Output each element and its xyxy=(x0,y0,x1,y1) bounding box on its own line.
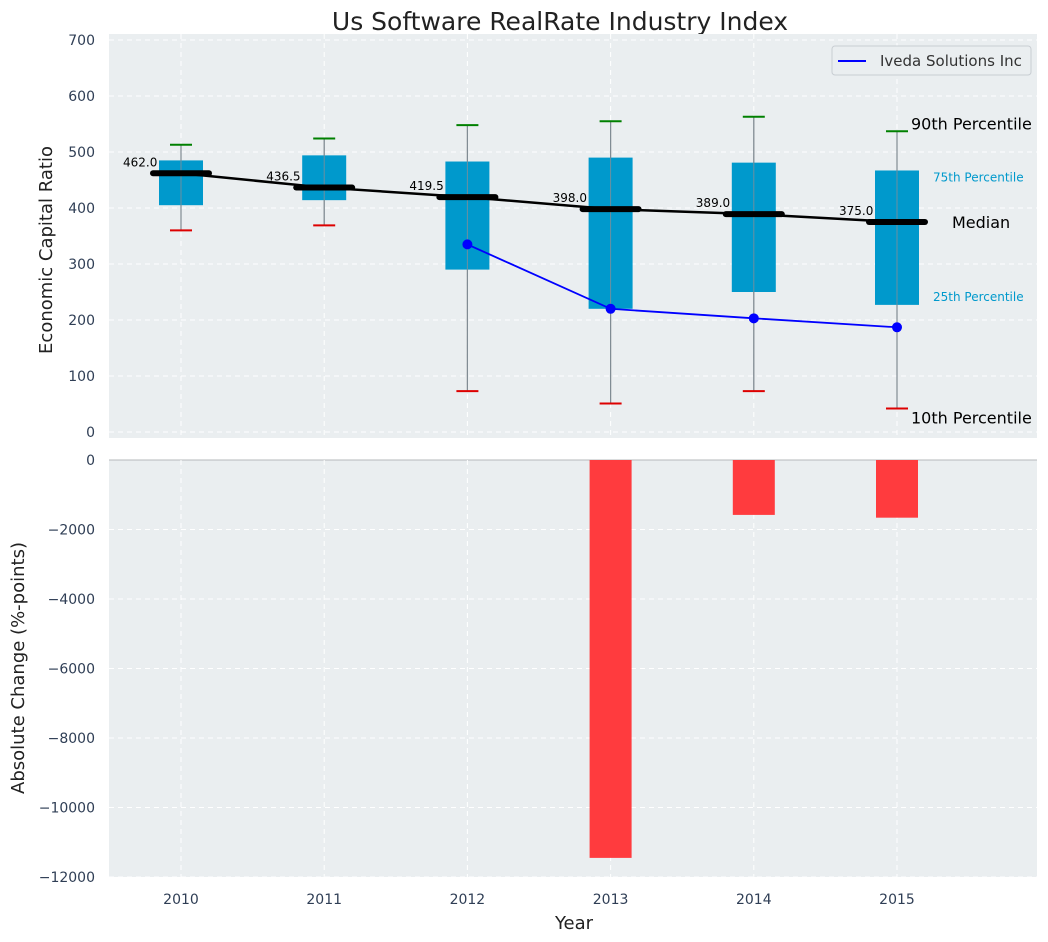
top-y-tick-label: 500 xyxy=(68,145,95,161)
legend-frame xyxy=(831,45,1032,76)
top-y-tick-label: 200 xyxy=(68,313,95,329)
percentile-annotations: 90th Percentile 75th Percentile Median 25th… xyxy=(911,114,1032,427)
x-axis: 2010 2011 2012 2013 2014 2015 xyxy=(163,892,915,908)
x-axis-label: Year xyxy=(554,913,594,934)
median-annotation: Median xyxy=(952,213,1010,232)
p75-annotation: 75th Percentile xyxy=(933,170,1024,184)
median-value-label: 436.5 xyxy=(266,170,300,184)
median-value-label: 389.0 xyxy=(696,196,730,210)
bottom-y-tick-label: 0 xyxy=(86,453,95,469)
change-bar xyxy=(589,460,632,858)
bottom-y-tick-label: −8000 xyxy=(48,731,95,747)
series-layer xyxy=(462,239,902,333)
x-tick-label: 2011 xyxy=(306,892,342,908)
series-point xyxy=(462,239,473,250)
top-y-tick-label: 0 xyxy=(86,425,95,441)
median-value-label: 419.5 xyxy=(409,179,443,193)
median-value-label: 462.0 xyxy=(123,155,157,169)
bottom-y-axis-label: Absolute Change (%-points) xyxy=(8,542,29,794)
x-tick-label: 2010 xyxy=(163,892,199,908)
median-line-layer xyxy=(180,172,898,224)
x-tick-label: 2013 xyxy=(593,892,629,908)
bottom-y-tick-label: −4000 xyxy=(48,592,95,608)
bottom-y-tick-label: −10000 xyxy=(39,801,95,817)
bottom-y-axis: 0 −2000 −4000 −6000 −8000 −10000 −12000 xyxy=(39,453,95,886)
p10-annotation: 10th Percentile xyxy=(911,408,1032,427)
bars-layer xyxy=(589,460,918,858)
legend: Iveda Solutions Inc xyxy=(831,45,1032,76)
x-tick-label: 2012 xyxy=(450,892,486,908)
median-value-label: 398.0 xyxy=(553,191,587,205)
chart-title: Us Software RealRate Industry Index xyxy=(332,7,788,36)
legend-label: Iveda Solutions Inc xyxy=(880,52,1022,70)
median-trend-line xyxy=(180,172,898,224)
top-y-tick-label: 600 xyxy=(68,89,95,105)
p90-annotation: 90th Percentile xyxy=(911,114,1032,133)
bottom-y-tick-label: −2000 xyxy=(48,523,95,539)
top-y-axis: 0 100 200 300 400 500 600 700 xyxy=(68,33,95,441)
change-bar xyxy=(876,460,918,518)
series-line xyxy=(467,243,898,329)
x-tick-label: 2014 xyxy=(736,892,772,908)
bottom-y-tick-label: −12000 xyxy=(39,870,95,886)
p25-annotation: 25th Percentile xyxy=(933,290,1024,304)
top-y-tick-label: 300 xyxy=(68,257,95,273)
median-value-label: 375.0 xyxy=(839,204,873,218)
top-y-tick-label: 400 xyxy=(68,201,95,217)
top-y-axis-label: Economic Capital Ratio xyxy=(36,146,57,354)
x-tick-label: 2015 xyxy=(879,892,915,908)
bottom-y-tick-label: −6000 xyxy=(48,662,95,678)
series-point xyxy=(605,303,616,314)
series-point xyxy=(892,322,902,333)
series-point xyxy=(748,313,759,324)
top-y-tick-label: 100 xyxy=(68,369,95,385)
top-y-tick-label: 700 xyxy=(68,33,95,49)
change-bar xyxy=(732,460,775,515)
